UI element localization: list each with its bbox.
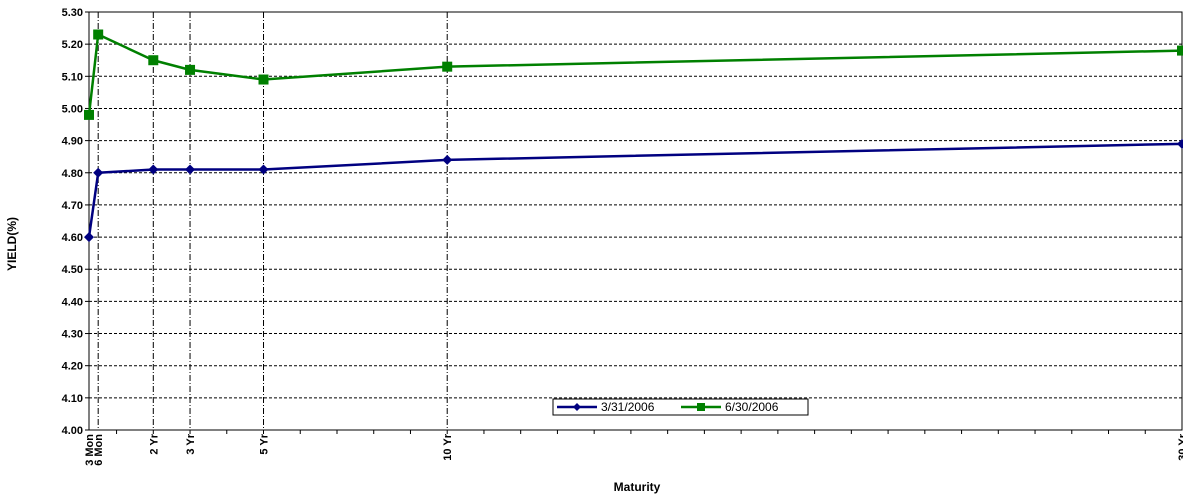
y-tick-label: 4.20 — [62, 361, 83, 373]
legend-marker-1 — [573, 403, 581, 411]
x-tick-label: 3 Mon — [84, 434, 96, 466]
series-1-point — [84, 232, 94, 243]
x-tick-label: 30 Yr — [1177, 433, 1183, 460]
series-1-point — [258, 164, 269, 175]
y-tick-label: 4.40 — [62, 296, 83, 308]
y-tick-label: 4.60 — [62, 232, 83, 244]
legend-label-2: 6/30/2006 — [725, 400, 779, 414]
series-2-point — [148, 55, 159, 66]
y-tick-label: 4.10 — [62, 393, 83, 405]
series-2-point — [442, 61, 453, 72]
series-line-2 — [87, 33, 1183, 116]
y-tick-label: 5.30 — [62, 7, 83, 19]
x-tick-label: 10 Yr — [442, 433, 454, 460]
legend-marker-2 — [697, 403, 705, 411]
y-tick-label: 5.20 — [62, 39, 83, 51]
series-1-point — [148, 164, 159, 175]
x-tick-label: 2 Yr — [148, 433, 160, 454]
y-tick-label: 4.80 — [62, 168, 83, 180]
x-tick-label: 5 Yr — [259, 433, 271, 454]
y-tick-label: 5.00 — [62, 103, 83, 115]
y-axis-title: YIELD(%) — [5, 217, 19, 271]
series-2-point — [185, 64, 196, 75]
y-tick-label: 4.00 — [62, 425, 83, 437]
x-axis-title: Maturity — [614, 480, 661, 494]
series-2-point — [93, 29, 104, 40]
series-1-point — [442, 154, 453, 165]
legend-label-1: 3/31/2006 — [601, 400, 655, 414]
y-tick-label: 4.50 — [62, 264, 83, 276]
y-tick-label: 5.10 — [62, 71, 83, 83]
series-1-point — [185, 164, 196, 175]
legend-entry-2: 6/30/2006 — [681, 400, 779, 414]
x-tick-label: 3 Yr — [185, 433, 197, 454]
vertical-gridlines — [97, 12, 448, 430]
series-line-1 — [87, 142, 1183, 238]
legend-box — [552, 398, 809, 416]
series-2-point — [1177, 45, 1183, 56]
series-1-point — [93, 167, 104, 178]
y-axis-ticks: 4.00 4.10 4.20 4.30 4.40 4.50 4.60 4.70 4.80 4.90… — [62, 7, 89, 437]
series-1-point — [1177, 138, 1183, 149]
grid — [89, 43, 1182, 399]
series-2-point — [84, 109, 94, 120]
x-tick-label: 6 Mon — [93, 434, 105, 466]
series-2-point — [258, 74, 269, 85]
series-lines — [84, 29, 1183, 243]
plot-area-frame — [88, 11, 1183, 431]
legend-entry-1: 3/31/2006 — [557, 400, 655, 414]
legend: 3/31/2006 6/30/2006 — [552, 398, 809, 416]
y-tick-label: 4.30 — [62, 329, 83, 341]
y-tick-label: 4.90 — [62, 136, 83, 148]
y-tick-label: 4.70 — [62, 200, 83, 212]
